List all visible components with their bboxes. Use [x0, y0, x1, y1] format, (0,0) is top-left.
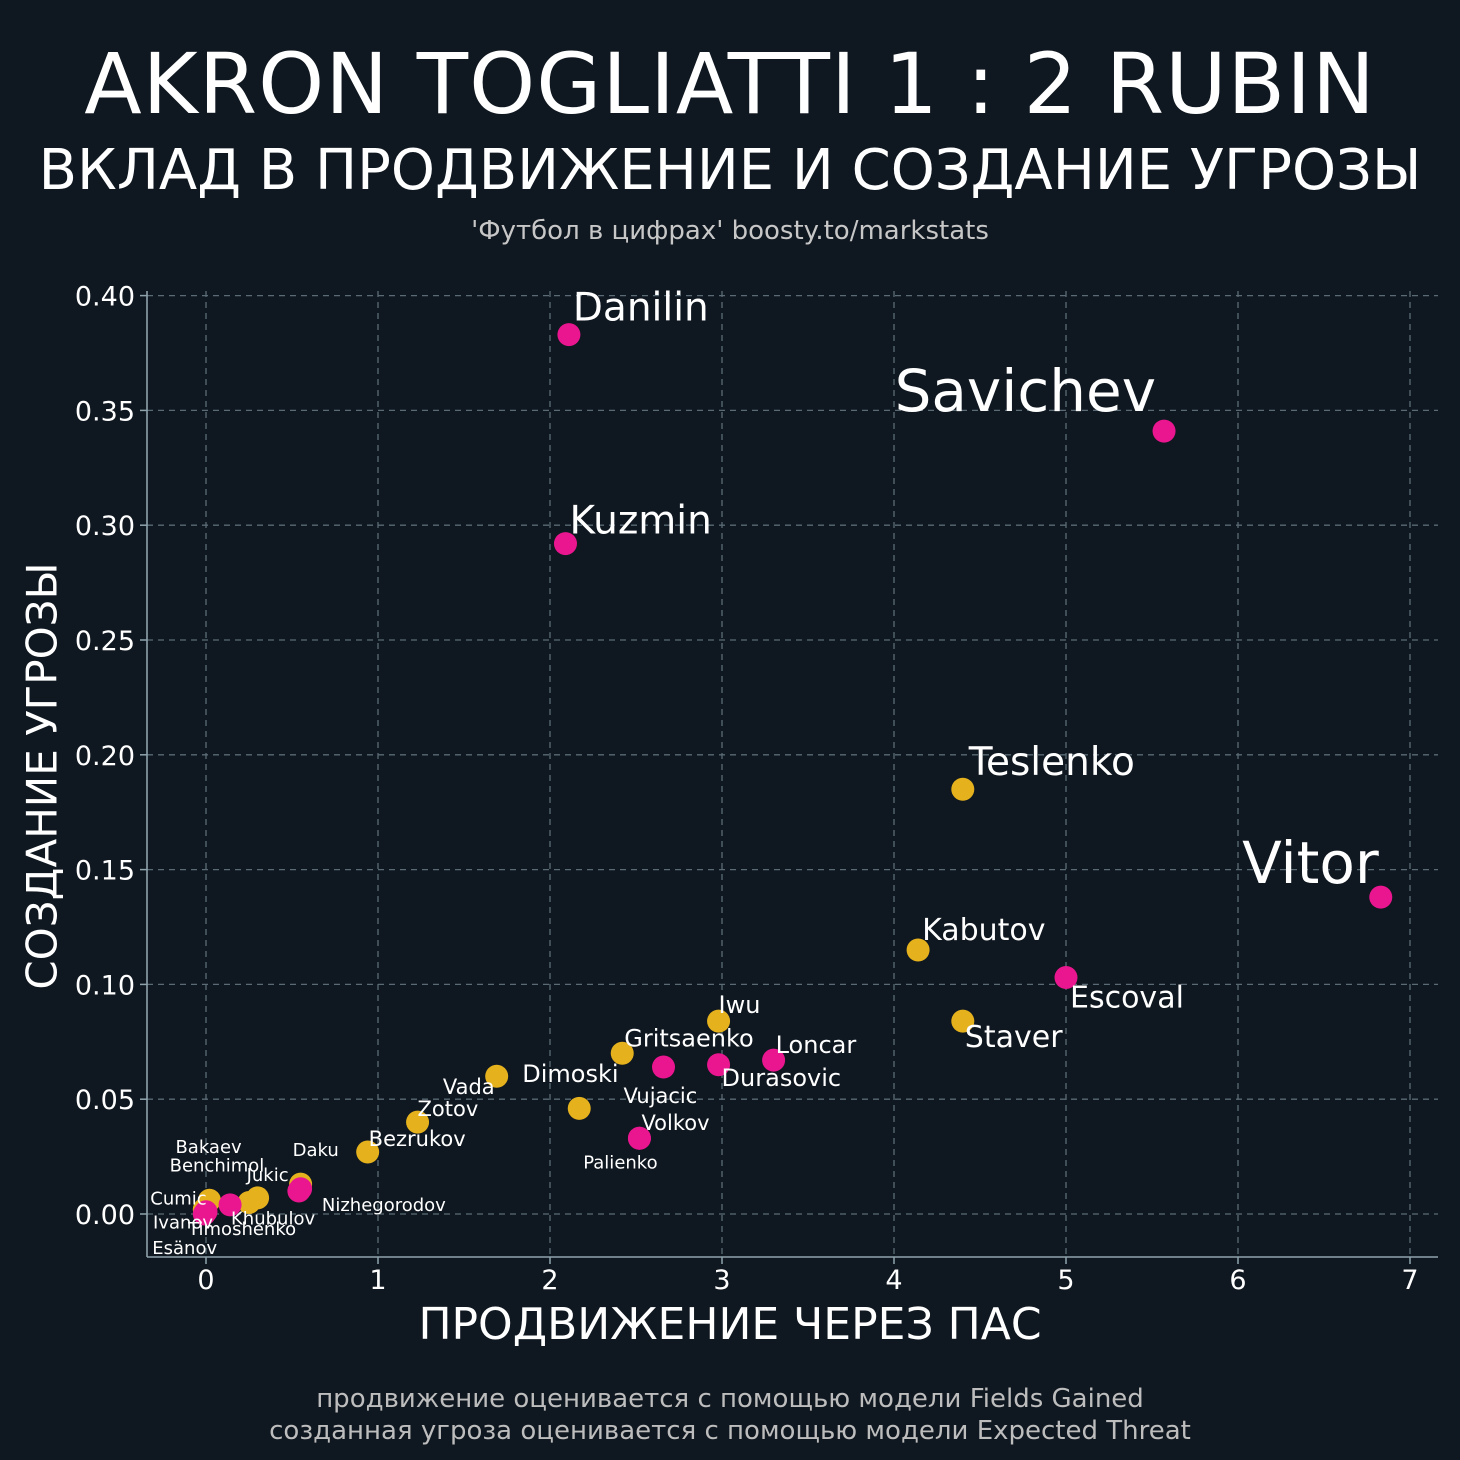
- x-tick-label: 1: [369, 1265, 386, 1296]
- label-gritsaenko: Gritsaenko: [624, 1024, 753, 1052]
- label-durasovic: Durasovic: [722, 1064, 842, 1092]
- y-tick-label: 0.30: [75, 511, 135, 542]
- y-tick-label: 0.05: [75, 1085, 135, 1116]
- x-axis-label: ПРОДВИЖЕНИЕ ЧЕРЕЗ ПАС: [418, 1299, 1042, 1350]
- x-tick-label: 2: [541, 1265, 558, 1296]
- label-esänov: Esänov: [152, 1238, 217, 1259]
- point-kuzmin: [553, 532, 577, 556]
- point-benchimol: [289, 1177, 313, 1201]
- label-iwu: Iwu: [719, 991, 761, 1019]
- y-tick-label: 0.10: [75, 970, 135, 1001]
- point-timoshenko: [218, 1193, 242, 1217]
- label-khubulov: Khubulov: [231, 1209, 315, 1230]
- label-palienko: Palienko: [583, 1152, 657, 1173]
- label-cumic: Cumic: [150, 1188, 206, 1209]
- label-jukic: Jukic: [246, 1165, 289, 1186]
- label-timoshenko: Timoshenko: [187, 1219, 296, 1240]
- y-tick-label: 0.15: [75, 856, 135, 887]
- point-escoval: [1054, 966, 1078, 990]
- x-tick-label: 3: [713, 1265, 730, 1296]
- point-teslenko: [951, 777, 975, 801]
- y-tick-label: 0.40: [75, 282, 135, 313]
- x-tick-label: 5: [1057, 1265, 1074, 1296]
- y-tick-label: 0.20: [75, 741, 135, 772]
- label-escoval: Escoval: [1070, 981, 1184, 1016]
- label-nizhegorodov: Nizhegorodov: [322, 1195, 446, 1216]
- footnote-expected-threat: созданная угроза оценивается с помощью м…: [269, 1416, 1191, 1446]
- point-vada: [485, 1064, 509, 1088]
- point-iwu: [707, 1009, 731, 1033]
- label-savichev: Savichev: [895, 357, 1156, 425]
- series-rubin: [192, 323, 1393, 1226]
- label-daku: Daku: [293, 1140, 339, 1161]
- point-zotov: [406, 1110, 430, 1134]
- footnote-fields-gained: продвижение оценивается с помощью модели…: [316, 1384, 1144, 1414]
- label-bakaev: Bakaev: [175, 1137, 242, 1158]
- x-tick-label: 4: [885, 1265, 902, 1296]
- point-vitor: [1369, 885, 1393, 909]
- point-kabutov: [906, 938, 930, 962]
- x-tick-label: 7: [1401, 1265, 1418, 1296]
- label-dimoski: Dimoski: [522, 1060, 618, 1088]
- label-benchimol: Benchimol: [170, 1156, 265, 1177]
- point-loncar: [762, 1048, 786, 1072]
- y-tick-label: 0.35: [75, 396, 135, 427]
- label-kabutov: Kabutov: [922, 913, 1045, 948]
- label-volkov: Volkov: [641, 1111, 709, 1135]
- label-bezrukov: Bezrukov: [369, 1127, 466, 1151]
- x-tick-label: 6: [1229, 1265, 1246, 1296]
- point-savichev: [1152, 419, 1176, 443]
- x-tick-label: 0: [197, 1265, 214, 1296]
- point-gritsaenko: [610, 1041, 634, 1065]
- label-vujacic: Vujacic: [623, 1084, 697, 1108]
- label-ivanov: Ivanov: [153, 1213, 213, 1234]
- point-staver: [951, 1009, 975, 1033]
- point-palienko: [567, 1096, 591, 1120]
- source-credit: 'Футбол в цифрах' boosty.to/markstats: [471, 216, 989, 246]
- point-durasovic: [707, 1053, 731, 1077]
- y-tick-label: 0.00: [75, 1200, 135, 1231]
- point-danilin: [557, 323, 581, 347]
- label-teslenko: Teslenko: [968, 740, 1135, 785]
- chart-subtitle: ВКЛАД В ПРОДВИЖЕНИЕ И СОЗДАНИЕ УГРОЗЫ: [38, 138, 1422, 203]
- label-staver: Staver: [965, 1020, 1063, 1055]
- y-tick-label: 0.25: [75, 626, 135, 657]
- label-zotov: Zotov: [418, 1097, 479, 1121]
- point-khubulov: [237, 1191, 261, 1215]
- point-bezrukov: [356, 1140, 380, 1164]
- point-labels: Danilin Savichev Kuzmin Teslenko Vitor Kabuto…: [150, 286, 1379, 1259]
- point-dimoski: [652, 1055, 676, 1079]
- label-danilin: Danilin: [573, 286, 709, 331]
- label-vitor: Vitor: [1242, 829, 1379, 897]
- label-vada: Vada: [443, 1075, 495, 1099]
- point-esänov: [192, 1202, 216, 1226]
- point-vujacic: [627, 1126, 651, 1150]
- y-axis-label: СОЗДАНИЕ УГРОЗЫ: [17, 562, 67, 990]
- label-kuzmin: Kuzmin: [569, 499, 711, 544]
- label-loncar: Loncar: [776, 1031, 857, 1059]
- chart-title: AKRON TOGLIATTI 1 : 2 RUBIN: [84, 35, 1376, 133]
